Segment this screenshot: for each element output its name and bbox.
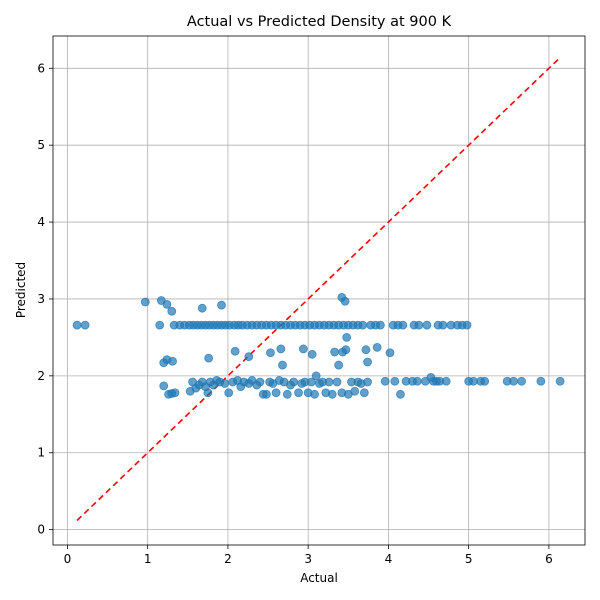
data-point xyxy=(342,333,352,342)
data-point xyxy=(204,353,214,363)
data-point xyxy=(480,376,490,386)
x-tick-label: 4 xyxy=(385,552,393,566)
y-tick-label: 5 xyxy=(37,138,45,152)
data-point xyxy=(324,377,334,387)
data-point xyxy=(469,376,478,386)
data-point xyxy=(244,352,254,362)
y-tick-label: 2 xyxy=(37,369,45,383)
data-point xyxy=(311,371,321,381)
x-tick-label: 6 xyxy=(545,552,553,566)
data-point xyxy=(350,386,360,396)
data-point xyxy=(412,376,422,386)
data-point xyxy=(197,303,207,313)
data-point xyxy=(203,388,213,398)
x-tick-label: 1 xyxy=(144,552,152,566)
data-point xyxy=(262,389,271,399)
data-point xyxy=(155,320,165,330)
data-points xyxy=(72,293,565,399)
reference-line xyxy=(76,56,561,521)
data-point xyxy=(278,360,287,370)
data-point xyxy=(167,306,177,316)
data-point xyxy=(385,348,395,358)
data-point xyxy=(398,320,408,330)
data-point xyxy=(517,376,527,386)
data-point xyxy=(230,346,240,356)
y-tick-label: 1 xyxy=(37,446,45,460)
data-point xyxy=(224,388,234,398)
data-point xyxy=(555,376,565,386)
y-tick-label: 4 xyxy=(37,215,45,229)
data-point xyxy=(255,377,265,387)
data-point xyxy=(462,320,472,330)
data-point xyxy=(159,381,169,391)
y-tick-label: 3 xyxy=(37,292,45,306)
data-point xyxy=(298,344,308,354)
data-point xyxy=(334,360,344,370)
data-point xyxy=(271,388,281,398)
x-tick-label: 0 xyxy=(64,552,72,566)
plot-frame xyxy=(52,35,586,546)
data-point xyxy=(359,388,369,398)
data-point xyxy=(438,320,448,330)
data-point xyxy=(361,345,371,355)
data-point xyxy=(536,376,546,386)
data-point xyxy=(332,377,342,387)
data-point xyxy=(168,356,177,366)
data-point xyxy=(327,389,337,399)
chart-title: Actual vs Predicted Density at 900 K xyxy=(187,14,452,30)
data-point xyxy=(307,349,317,359)
data-point xyxy=(441,376,451,386)
data-point xyxy=(390,376,400,386)
data-point xyxy=(310,389,319,399)
data-point xyxy=(396,389,405,399)
data-point xyxy=(217,300,226,310)
reference-line-layer xyxy=(76,56,561,521)
data-point xyxy=(266,348,275,358)
data-point xyxy=(170,388,180,398)
data-point xyxy=(414,320,424,330)
data-point xyxy=(220,379,230,388)
data-point xyxy=(375,320,385,330)
data-point xyxy=(422,320,432,330)
y-axis-label: Predicted xyxy=(14,262,28,318)
data-point xyxy=(276,344,286,354)
data-point xyxy=(380,376,390,386)
y-tick-label: 6 xyxy=(37,61,45,75)
data-point xyxy=(509,376,518,386)
x-axis-label: Actual xyxy=(300,571,338,585)
data-point xyxy=(72,320,82,330)
x-tick-label: 5 xyxy=(465,552,473,566)
data-point xyxy=(330,347,340,357)
data-point xyxy=(282,389,292,399)
y-tick-label: 0 xyxy=(37,523,45,537)
data-point xyxy=(289,377,299,387)
data-point xyxy=(140,297,150,307)
data-point xyxy=(340,296,350,306)
y-axis-ticks: 0 1 2 3 4 5 6 xyxy=(37,61,53,537)
data-point xyxy=(341,345,351,355)
grid-layer xyxy=(53,36,585,545)
x-axis-ticks: 0 1 2 3 4 5 6 xyxy=(64,545,553,566)
data-point xyxy=(363,377,372,387)
data-point xyxy=(363,357,372,367)
data-point xyxy=(358,320,368,330)
data-point xyxy=(372,342,382,352)
x-tick-label: 2 xyxy=(224,552,232,566)
data-point xyxy=(162,299,172,309)
data-point xyxy=(294,388,303,398)
x-tick-label: 3 xyxy=(304,552,312,566)
data-point xyxy=(80,320,90,330)
